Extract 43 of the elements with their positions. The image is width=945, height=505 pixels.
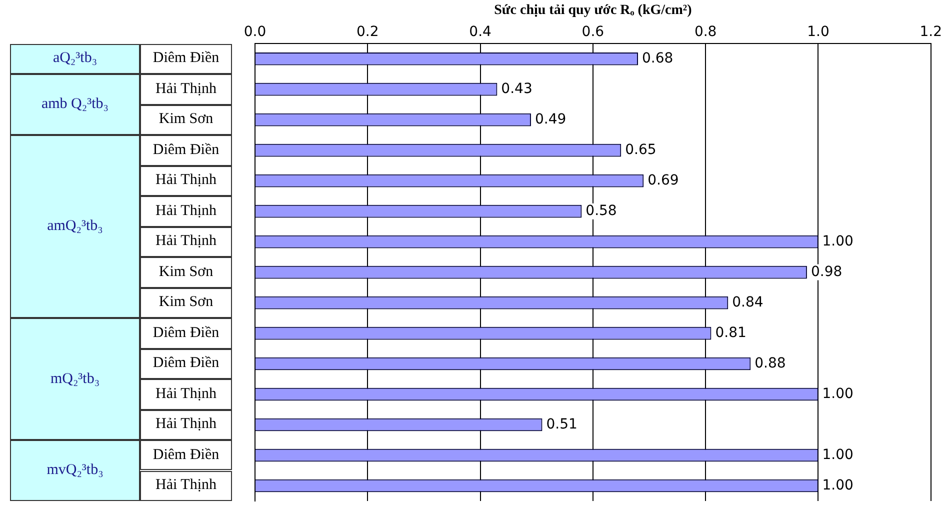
x-tick-label: 0.4 <box>469 24 492 40</box>
y-tick-label: Diêm Điền <box>140 348 232 380</box>
data-label: 1.00 <box>822 446 854 463</box>
y-tick-label: Diêm Điền <box>140 135 232 166</box>
data-label: 0.49 <box>534 111 566 128</box>
data-label: 1.00 <box>822 386 854 402</box>
data-label: 0.51 <box>546 416 578 432</box>
text: amb Q₂³tb₃ <box>10 74 140 136</box>
text: mvQ₂³tb₃ <box>10 440 140 501</box>
data-label: 1.00 <box>822 233 854 250</box>
data-label: 1.00 <box>822 477 854 494</box>
x-tick-label: 1.0 <box>807 24 830 40</box>
x-tick-label: 0.6 <box>582 24 604 40</box>
data-label: 0.98 <box>810 264 842 280</box>
y-tick-label: Hải Thịnh <box>140 226 232 258</box>
y-tick-label: Kim Sơn <box>140 288 232 318</box>
x-tick-label: 0.2 <box>356 24 379 40</box>
y-tick-label: Hải Thịnh <box>140 166 232 196</box>
y-tick-label: Diêm Điền <box>140 44 232 74</box>
data-label: 0.43 <box>501 80 532 97</box>
data-label: 0.68 <box>642 50 674 66</box>
y-tick-label: Diêm Điền <box>140 318 232 349</box>
y-tick-label: Hải Thịnh <box>140 74 232 105</box>
data-label: 0.65 <box>625 142 656 158</box>
y-tick-label: Kim Sơn <box>140 257 232 288</box>
y-tick-label: Hải Thịnh <box>140 379 232 410</box>
data-label: 0.81 <box>715 324 746 341</box>
text: mQ₂³tb₃ <box>10 318 140 440</box>
y-tick-label: Diêm Điền <box>140 440 232 470</box>
text: amQ₂³tb₃ <box>10 135 140 318</box>
data-label: 0.69 <box>648 172 679 188</box>
x-tick-label: 0.8 <box>694 24 717 40</box>
text: aQ₂³tb₃ <box>10 44 140 74</box>
y-tick-label: Kim Sơn <box>140 104 232 136</box>
y-tick-label: Hải Thịnh <box>140 410 232 440</box>
x-tick-label: 0.0 <box>244 24 266 40</box>
y-tick-label: Hải Thịnh <box>140 470 232 501</box>
data-label: 0.88 <box>754 355 786 372</box>
data-label: 0.84 <box>732 294 764 310</box>
x-axis-title: Sức chịu tải quy ước Rₒ (kG/cm²) <box>494 3 692 18</box>
x-tick-label: 1.2 <box>920 24 942 40</box>
y-tick-label: Hải Thịnh <box>140 196 232 227</box>
data-label: 0.58 <box>586 202 617 219</box>
